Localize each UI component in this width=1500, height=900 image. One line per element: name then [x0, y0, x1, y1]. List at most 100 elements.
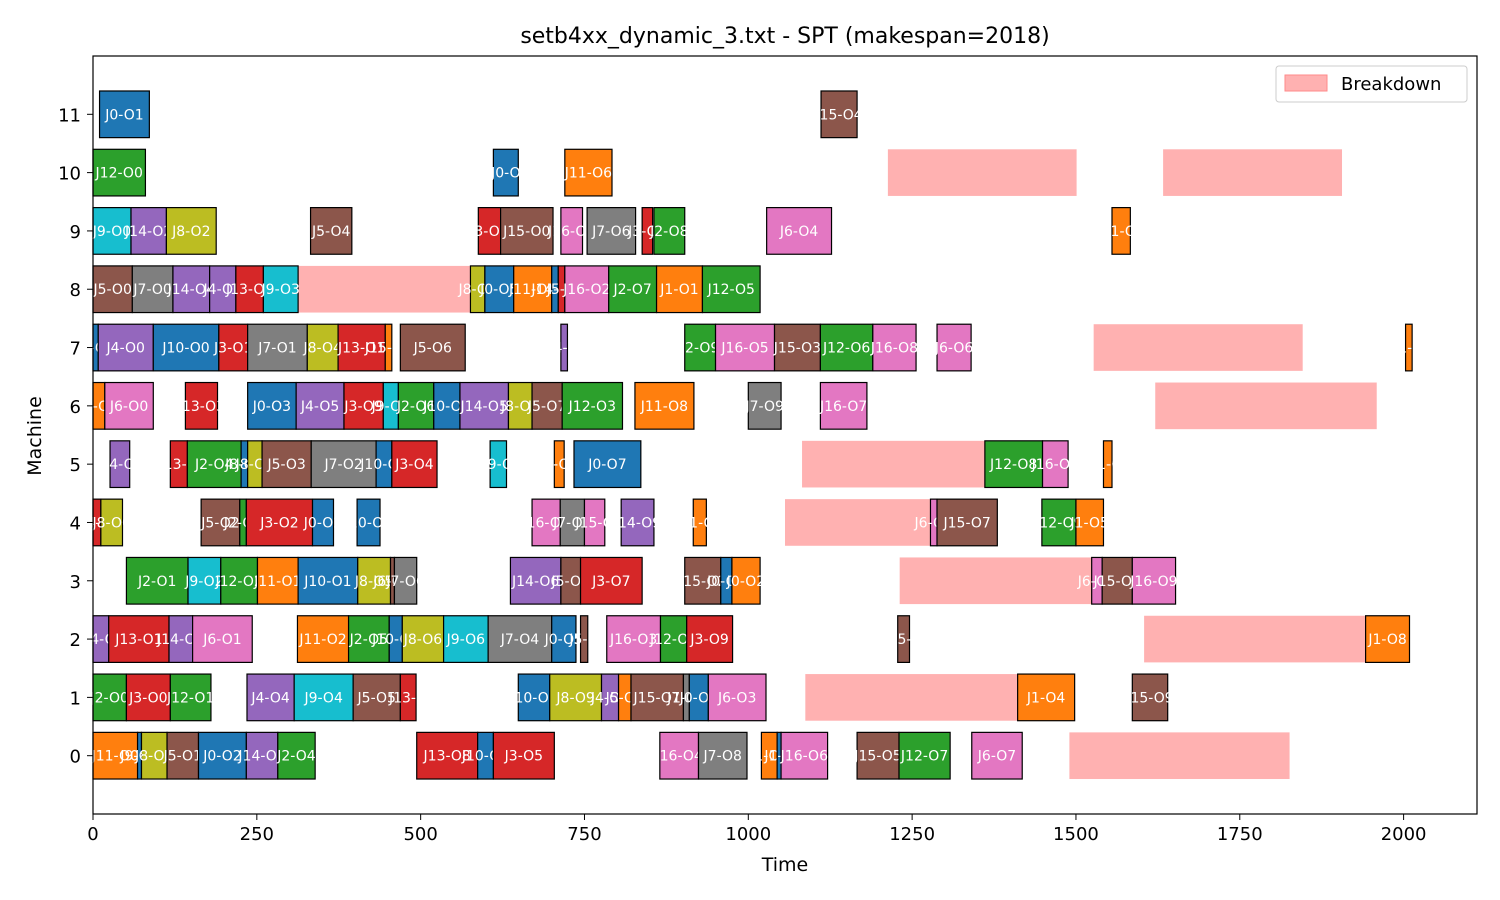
operation-label: J14-O3 [237, 749, 285, 765]
operation-rect [819, 381, 868, 430]
operation-label: J15-O0 [502, 224, 550, 240]
operation-rect [306, 323, 339, 372]
operation-label: J6-O7 [977, 749, 1016, 765]
operation-rect [459, 381, 510, 430]
operation-rect [92, 731, 139, 780]
operation-rect [517, 673, 551, 722]
operation-rect [297, 556, 359, 605]
operation-label: J3-O1 [213, 341, 252, 357]
operation-rect [564, 265, 610, 314]
operation-bar-j5-o3: J5-O3 [261, 440, 312, 489]
operation-bar-j9-o3: J9-O3 [261, 265, 300, 314]
operation-rect [489, 440, 508, 489]
operation-label: J15-O [574, 515, 613, 531]
x-tick-label: 1500 [1053, 824, 1099, 845]
operation-rect [766, 207, 833, 255]
operation-rect [1041, 498, 1077, 547]
operation-rect [686, 615, 734, 663]
operation-label: J0-O2 [303, 515, 342, 531]
operation-bar-j12-o0: J12-O0 [92, 148, 147, 197]
operation-rect [165, 207, 217, 255]
breakdown-bar-m5-5 [802, 440, 985, 488]
operation-label: J3-O7 [591, 574, 630, 590]
operation-rect [256, 556, 299, 605]
operation-label: J12-O2 [214, 574, 262, 590]
operation-bar-j6-o7: J6-O7 [971, 731, 1023, 780]
operation-bar-j7-o2: J7-O2 [310, 440, 377, 489]
operation-label: J10-O0 [161, 341, 209, 357]
operation-label: J14-O5 [460, 399, 508, 415]
x-tick-label: 750 [567, 824, 601, 845]
operation-bar-j15-o: J15-O [883, 615, 923, 663]
operation-label: J12-O3 [568, 399, 616, 415]
operation-label: J7-O8 [703, 749, 742, 765]
operation-label: J0-O2 [202, 749, 241, 765]
operation-bar-j10-o1: J10-O1 [297, 556, 359, 605]
operation-bar-j3-o0: J3-O0 [125, 673, 171, 722]
operation-rect [872, 323, 917, 372]
operation-label: J8-O9 [555, 690, 594, 706]
operation-label: J14-O7 [540, 341, 588, 357]
operation-bar-j8-o2: J8-O2 [165, 207, 217, 255]
y-tick-label: 6 [70, 397, 81, 418]
operation-label: J13-O8 [423, 749, 471, 765]
operation-label: J5-O3 [266, 457, 305, 473]
operation-label: J12-O0 [95, 166, 143, 182]
operation-rect [293, 673, 354, 722]
operation-bar-j6-o3: J6-O3 [707, 673, 767, 722]
operation-rect [235, 265, 264, 314]
operation-label: J8-O5 [354, 574, 393, 590]
breakdown-bar-m6-4 [1155, 382, 1377, 430]
y-tick-label: 9 [70, 222, 81, 243]
operation-label: J5-O7 [527, 399, 566, 415]
operation-bar-j16-o2: J16-O2 [562, 265, 610, 314]
operation-rect [936, 498, 998, 547]
operation-bar-j13-o: J13-O [159, 440, 198, 489]
operation-bar-j1-o4: J1-O4 [1017, 673, 1076, 722]
operation-label: J16-O9 [1129, 574, 1177, 590]
operation-bar-j3-o7: J3-O7 [579, 556, 643, 605]
operation-label: J12-O5 [707, 282, 755, 298]
operation-bar-j3-o5: J3-O5 [469, 207, 509, 255]
operation-rect [1131, 556, 1177, 605]
operation-rect [856, 731, 900, 780]
operation-label: J14-O6 [511, 574, 559, 590]
x-tick-label: 0 [87, 824, 98, 845]
operation-bar-j4-o4: J4-O4 [246, 673, 295, 722]
operation-bar-j14-o9: J14-O9 [613, 498, 661, 547]
operation-label: J9-O4 [303, 690, 342, 706]
operation-bar-j13-o8: J13-O8 [416, 731, 479, 780]
operation-rect [356, 498, 381, 547]
operation-rect [104, 381, 154, 430]
operation-label: J7-O4 [500, 632, 539, 648]
operation-bar-j16-o7: J16-O7 [819, 381, 868, 430]
operation-rect [659, 731, 700, 780]
operation-rect [1041, 440, 1069, 489]
operation-label: J2-O4 [194, 457, 233, 473]
operation-label: J4-O1 [203, 282, 242, 298]
operation-bar-j4-o0: J4-O0 [97, 323, 154, 372]
operation-label: J6-O1 [202, 632, 241, 648]
operation-bar-j11-o0: J11-O0 [91, 731, 139, 780]
operation-bar-j3-o4: J3-O4 [391, 440, 438, 489]
operation-bar-j4-o5: J4-O5 [295, 381, 345, 430]
operation-rect [125, 673, 171, 722]
legend: Breakdown [1275, 65, 1468, 103]
operation-bar-j7-o6: J7-O6 [385, 556, 425, 605]
operation-rect [697, 731, 748, 780]
operation-label: J5-O0 [92, 282, 131, 298]
operation-label: J1-O5 [539, 457, 578, 473]
operation-bar-j3-o5: J3-O5 [492, 731, 555, 780]
operation-bar-j15-o7: J15-O7 [936, 498, 998, 547]
operation-rect [971, 731, 1023, 780]
operation-bar-j10-o5: J10-O5 [422, 381, 471, 430]
operation-rect [218, 323, 249, 372]
operation-rect [399, 673, 417, 722]
operation-bar-j1-o: J1-O [1105, 207, 1136, 255]
operation-bar-j2-o8: J2-O8 [649, 207, 689, 255]
operation-bar-j9-o6: J9-O6 [442, 615, 489, 663]
operation-label: J15-O9 [1125, 690, 1173, 706]
breakdown-bar-m10-0 [887, 149, 1077, 196]
operation-label: J0-O5 [479, 282, 518, 298]
operation-bar-j16-o1: J16-O1 [547, 207, 595, 255]
